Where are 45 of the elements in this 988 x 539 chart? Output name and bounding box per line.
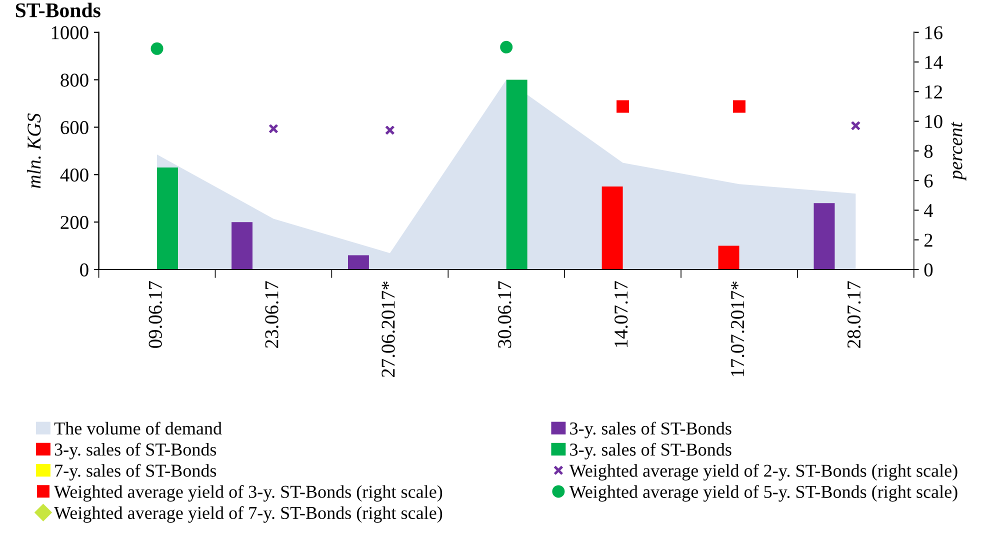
legend-label: The volume of demand <box>54 422 222 435</box>
y2-tick-label: 0 <box>924 263 933 276</box>
y2-tick-label: 4 <box>924 204 934 217</box>
bar <box>602 186 623 270</box>
y2-tick-label: 10 <box>925 115 942 128</box>
bar <box>157 168 178 270</box>
point <box>500 40 513 54</box>
y2-tick-label: 8 <box>924 144 933 158</box>
legend-label: Weighted average yield of 5-y. ST-Bonds (right scale) <box>569 485 958 502</box>
point <box>150 42 164 55</box>
legend-label: Weighted average yield of 2-y. ST-Bonds (right scale) <box>569 464 958 481</box>
y-tick-label: 1000 <box>52 26 88 40</box>
bar <box>506 80 528 270</box>
x-tick-label: 09.06.17 <box>148 281 162 348</box>
y-tick-label: 600 <box>60 121 88 134</box>
y2-tick-label: 16 <box>925 26 942 40</box>
y2-tick-label: 2 <box>924 234 932 247</box>
x-tick-label: 14.07.17 <box>614 281 628 347</box>
legend-label: 3-y. sales of ST-Bonds <box>570 422 732 438</box>
y2-tick-label: 6 <box>924 174 933 188</box>
legend-label: 7-y. sales of ST-Bonds <box>55 464 216 481</box>
y2-axis-title: percent <box>951 122 966 181</box>
y-tick-label: 800 <box>60 74 88 87</box>
y-axis-title: mln. KGS <box>27 113 41 188</box>
point <box>732 100 746 113</box>
x-tick-label: 17.07.2017* <box>730 282 744 376</box>
y-tick-label: 0 <box>80 263 88 276</box>
legend-label: Weighted average yield of 7-y. ST-Bonds (right scale) <box>54 506 442 523</box>
x-tick-label: 28.07.17 <box>847 281 861 348</box>
bar <box>232 222 253 270</box>
y2-tick-label: 12 <box>925 86 942 98</box>
y2-tick-label: 14 <box>925 56 943 69</box>
bar <box>718 246 740 270</box>
legend-label: 3-y. sales of ST-Bonds <box>54 442 216 460</box>
y-tick-label: 200 <box>60 216 88 230</box>
legend-label: Weighted average yield of 3-y. ST-Bonds (right scale) <box>54 485 442 502</box>
chart-title: ST-Bonds <box>16 2 100 18</box>
y-tick-label: 400 <box>60 168 88 182</box>
x-tick-label: 23.06.17 <box>265 281 278 348</box>
bar <box>814 203 835 270</box>
point <box>616 100 630 113</box>
x-tick-label: 27.06.2017* <box>382 282 395 377</box>
x-tick-label: 30.06.17 <box>498 281 512 348</box>
legend-label: 3-y. sales of ST-Bonds <box>570 442 732 460</box>
bar <box>348 255 369 270</box>
